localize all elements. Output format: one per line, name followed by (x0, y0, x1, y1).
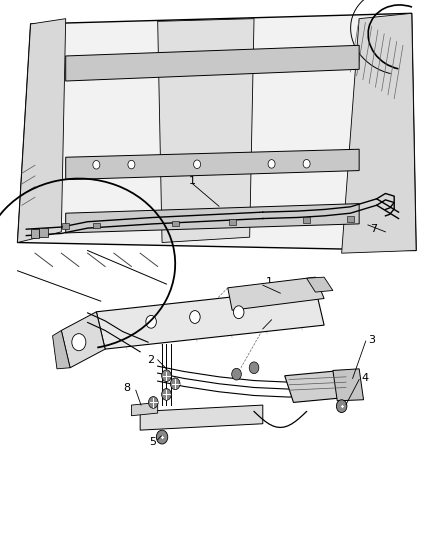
Circle shape (336, 400, 347, 413)
Bar (172, 221, 179, 226)
Text: 1: 1 (266, 278, 273, 287)
Circle shape (232, 368, 241, 380)
Bar (39, 228, 48, 237)
Text: 5: 5 (149, 438, 156, 447)
Circle shape (146, 316, 156, 328)
Polygon shape (61, 312, 105, 368)
Polygon shape (53, 330, 70, 369)
Circle shape (249, 362, 259, 374)
Circle shape (162, 370, 171, 382)
Polygon shape (66, 204, 359, 233)
Circle shape (190, 311, 200, 324)
Polygon shape (66, 45, 359, 81)
Polygon shape (158, 19, 254, 243)
Circle shape (233, 306, 244, 319)
Circle shape (162, 389, 171, 400)
Polygon shape (140, 405, 263, 430)
Circle shape (93, 160, 100, 169)
Bar (229, 219, 236, 224)
Circle shape (303, 159, 310, 168)
Polygon shape (18, 13, 416, 251)
Circle shape (194, 160, 201, 168)
Text: 2: 2 (274, 315, 281, 325)
Bar (303, 217, 310, 223)
Polygon shape (96, 288, 324, 349)
Circle shape (170, 378, 180, 390)
Bar (62, 223, 69, 229)
Circle shape (72, 334, 86, 351)
Bar (31, 229, 39, 238)
Polygon shape (285, 370, 350, 402)
Bar (347, 216, 354, 222)
Polygon shape (66, 149, 359, 180)
Text: 3: 3 (368, 335, 375, 345)
Bar (93, 223, 100, 228)
Circle shape (268, 160, 275, 168)
Polygon shape (342, 13, 416, 253)
Polygon shape (228, 277, 324, 310)
Text: 1: 1 (188, 176, 195, 186)
Circle shape (128, 160, 135, 169)
Polygon shape (307, 277, 333, 292)
Text: 7: 7 (370, 224, 377, 234)
Text: 2: 2 (147, 355, 154, 365)
Polygon shape (131, 402, 158, 416)
Polygon shape (18, 19, 66, 243)
Circle shape (148, 397, 158, 408)
Polygon shape (333, 369, 364, 401)
Circle shape (156, 430, 168, 444)
Text: 4: 4 (361, 374, 368, 383)
Text: 8: 8 (124, 383, 131, 393)
